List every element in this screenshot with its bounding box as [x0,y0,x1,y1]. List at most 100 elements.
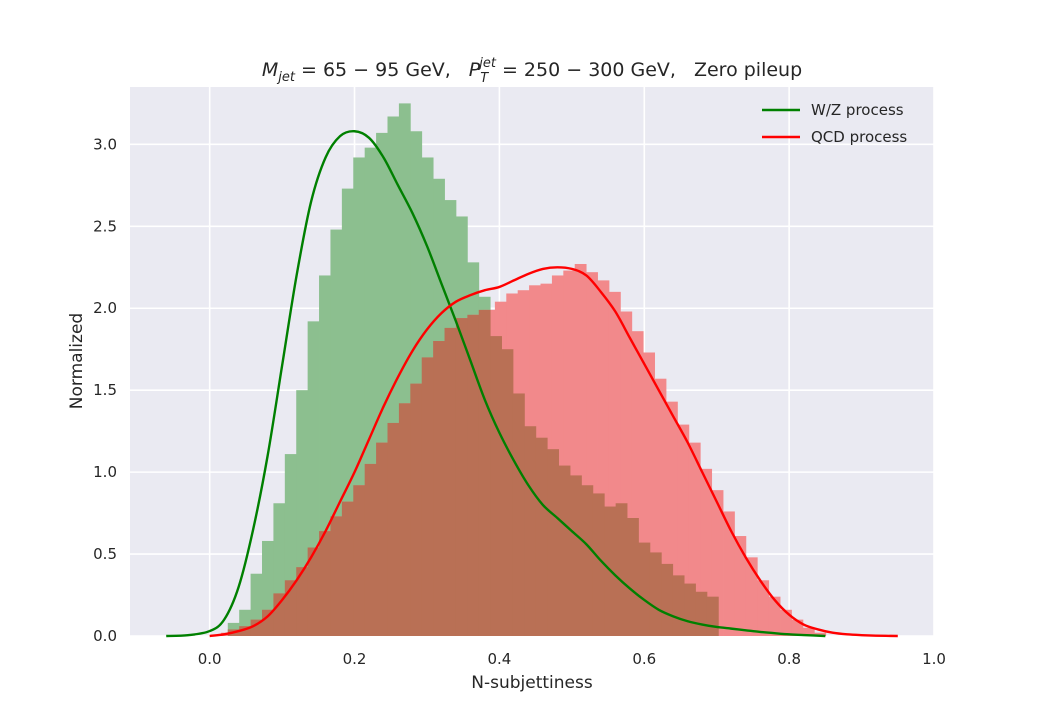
legend-label-wz: W/Z process [811,101,904,119]
overlap-histogram-bar [467,314,480,636]
y-tick-label: 1.5 [93,381,117,399]
wz-histogram-bar [239,609,251,636]
qcd-kde-line [209,266,898,638]
title-p-symbol: P [469,59,481,81]
qcd-histogram-bar [620,311,633,636]
x-tick-label: 0.4 [487,650,511,668]
qcd-histogram-bar [711,490,724,636]
wz-histogram-bar [284,454,297,636]
qcd-histogram-bar [666,401,678,636]
y-tick-label: 0.5 [93,545,117,563]
overlap-histogram-bar [581,485,594,636]
overlap-histogram-bar [250,619,263,636]
overlap-histogram-bar [296,567,309,636]
overlap-histogram-bar [672,575,685,636]
overlap-histogram-bar [398,403,411,636]
qcd-histogram-bar [643,352,655,636]
wz-histogram-bar [273,503,286,636]
qcd-histogram-bar [791,619,804,636]
overlap-histogram-bar [433,341,445,636]
title-p-range: = 250 − 300 GeV, [496,59,676,81]
overlap-histogram-bar [512,393,525,636]
wz-histogram-bar [250,573,263,636]
overlap-histogram-bar [284,580,297,636]
title-m-symbol: M [262,59,278,81]
overlap-histogram-bar [387,422,400,636]
overlap-histogram-bar [273,593,286,636]
overlap-histogram-bar [421,357,434,636]
wz-kde-line [166,130,826,638]
overlap-histogram-bar [353,485,366,636]
wz-histogram-bar [262,540,274,636]
qcd-histogram-bar [745,557,758,636]
y-tick-label: 2.0 [93,299,117,317]
wz-histogram-bar [376,132,388,636]
overlap-histogram-bar [364,463,377,636]
qcd-histogram-bar [586,272,598,636]
qcd-histogram-bar [814,632,827,636]
overlap-histogram-bar [239,626,251,636]
x-axis-label: N-subjettiness [471,673,593,693]
qcd-histogram-bar [677,424,690,636]
overlap-histogram-bar [570,475,582,636]
kde-layer [166,130,898,638]
qcd-histogram-bar [723,511,735,636]
y-tick-label: 1.0 [93,463,117,481]
overlap-histogram-bar [558,465,571,636]
overlap-histogram-bar [695,591,708,636]
wz-histogram-bar [330,229,343,637]
overlap-histogram-bar [547,449,560,636]
overlap-histogram-bar [410,383,423,636]
qcd-histogram-bar [574,263,587,636]
overlap-histogram-bar [627,518,639,636]
title-m-sub: jet [276,70,296,85]
wz-histogram-bar [319,275,331,636]
legend-label-qcd: QCD process [811,128,907,146]
qcd-histogram-bar [597,280,610,636]
title-tail: Zero pileup [694,59,802,81]
title-m-range: = 65 − 95 GeV, [295,59,451,81]
overlap-histogram-bar [535,437,548,636]
chart-title: Mjet = 65 − 95 GeV, PTjet = 250 − 300 GeV… [262,56,802,86]
qcd-histogram-bar [631,331,644,636]
y-tick-label: 3.0 [93,135,117,153]
qcd-histogram-bar [757,580,770,636]
qcd-histogram-bar [563,270,576,636]
wz-histogram-bar [296,390,309,636]
legend: W/Z process QCD process [762,101,907,146]
overlap-histogram-bar [330,516,343,636]
x-tick-label: 0.2 [343,650,367,668]
overlap-histogram-bar [490,336,502,636]
overlap-histogram-bar [501,349,514,636]
qcd-histogram-bar [654,378,667,636]
wz-histogram-bar [307,321,320,636]
wz-histogram-bar [387,116,400,636]
overlap-histogram-bar [262,609,274,636]
x-tick-label: 1.0 [922,650,946,668]
wz-histogram-bar [353,157,366,636]
qcd-histogram-bar [608,291,621,636]
overlap-histogram-bar [706,596,719,636]
overlap-histogram-bar [615,503,628,636]
title-p-sub: T [480,71,489,86]
y-tick-label: 2.5 [93,217,117,235]
title-p-sup: jet [477,56,497,71]
qcd-histogram-bar [734,536,747,636]
wz-histogram-bar [364,147,377,637]
qcd-histogram-bar [768,596,781,636]
wz-histogram-bar [341,188,354,637]
overlap-histogram-bar [376,442,388,636]
overlap-histogram-bar [524,426,537,636]
x-tick-label: 0.6 [632,650,656,668]
overlap-histogram-bar [444,327,457,636]
overlap-histogram-bar [684,583,696,636]
overlap-histogram-bar [649,552,662,636]
overlap-histogram-bar [638,542,651,636]
overlap-histogram-bar [478,309,491,636]
overlap-histogram-bar [661,563,674,636]
x-tick-label: 0.8 [777,650,801,668]
bars-layer [209,103,827,637]
qcd-histogram-bar [700,468,713,636]
